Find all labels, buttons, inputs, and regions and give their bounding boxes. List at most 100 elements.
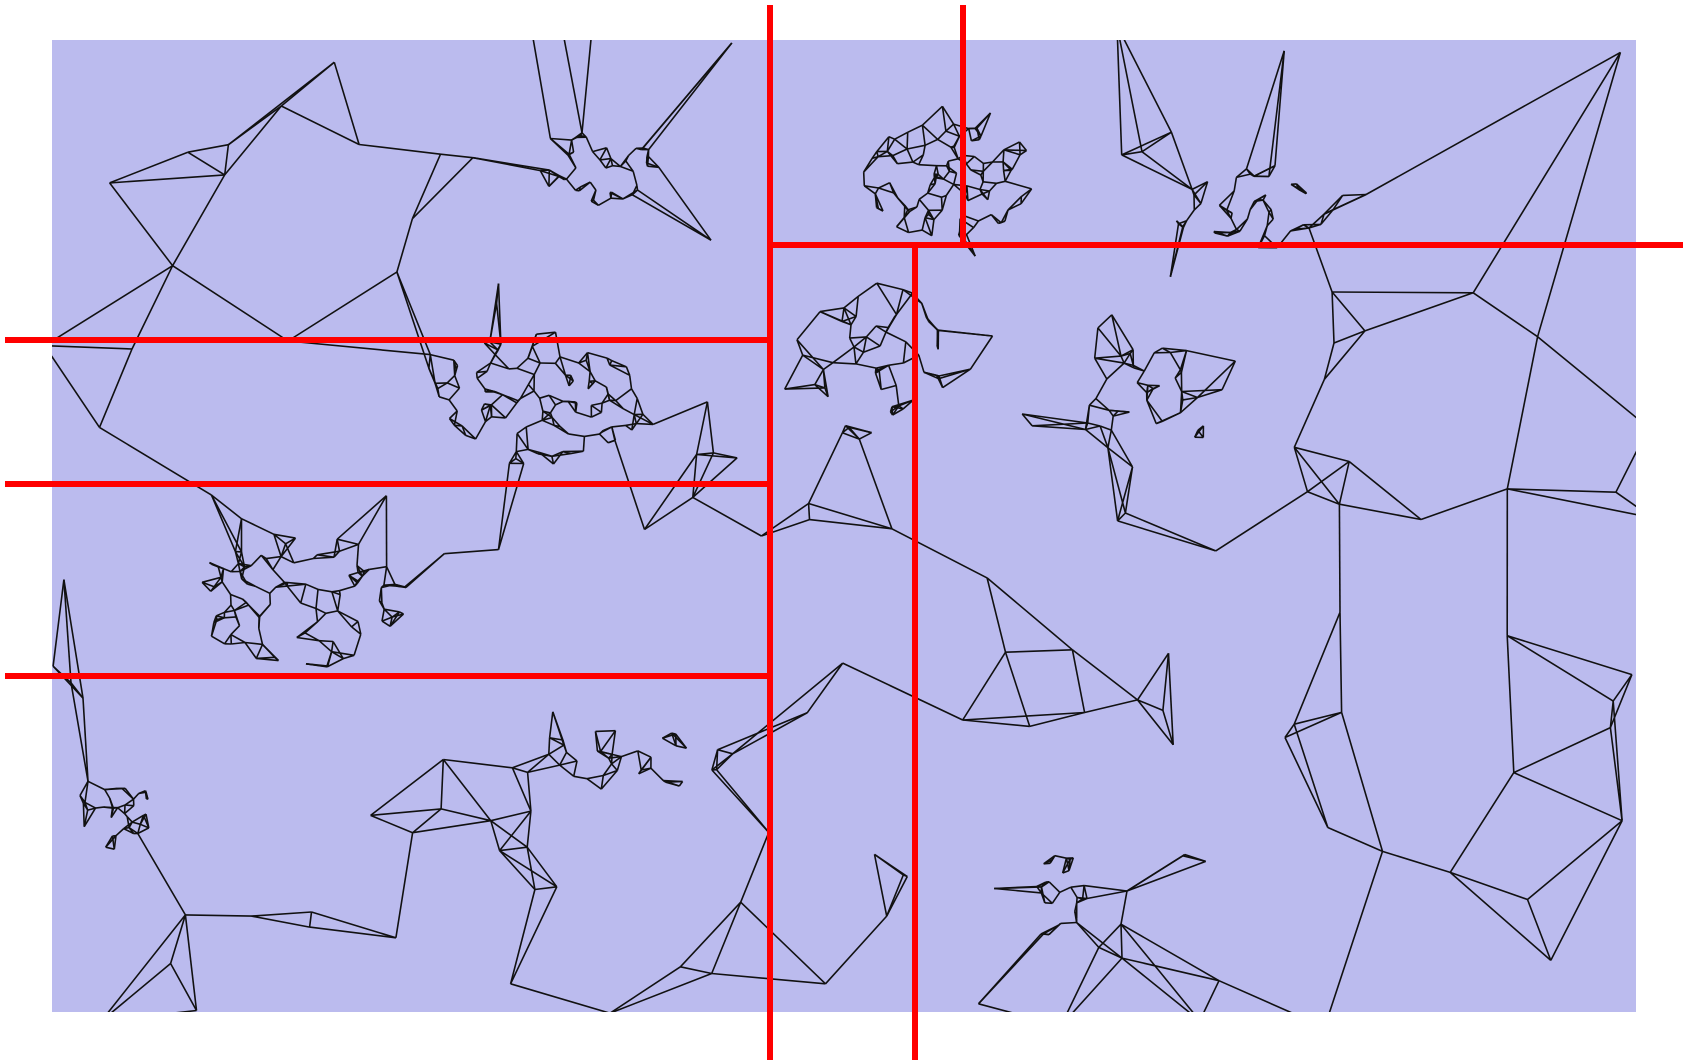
road-segment: [213, 617, 225, 624]
road-segment: [874, 853, 908, 878]
road-segment: [631, 414, 635, 431]
road-segment: [952, 173, 958, 185]
road-segment: [952, 123, 961, 137]
road-segment: [223, 567, 232, 573]
road-segment: [453, 424, 467, 436]
road-segment: [592, 199, 599, 206]
road-segment: [628, 375, 633, 389]
road-segment: [1120, 924, 1123, 959]
road-segment: [331, 651, 344, 660]
road-segment: [858, 438, 893, 530]
road-segment: [591, 402, 603, 407]
road-segment: [305, 663, 328, 668]
road-segment: [598, 433, 609, 444]
road-segment: [1180, 391, 1184, 401]
road-segment: [548, 744, 565, 755]
road-segment: [223, 604, 232, 613]
road-segment: [1132, 364, 1145, 372]
road-segment: [124, 805, 135, 815]
road-segment: [1054, 854, 1067, 859]
road-segment: [539, 170, 550, 187]
road-segment: [671, 732, 688, 749]
road-segment: [1011, 154, 1021, 170]
road-segment: [565, 374, 574, 382]
road-segment: [1420, 488, 1508, 521]
road-segment: [848, 426, 860, 440]
road-segment: [610, 158, 614, 166]
road-segment: [1003, 149, 1021, 156]
road-segment: [1284, 737, 1329, 828]
road-segment: [843, 307, 857, 318]
road-segment: [622, 407, 635, 416]
road-segment: [82, 803, 85, 827]
road-segment: [855, 296, 859, 317]
road-segment: [1021, 413, 1033, 427]
road-segment: [632, 171, 638, 186]
road-segment: [239, 564, 252, 573]
road-segment: [680, 966, 712, 975]
road-segment: [1328, 851, 1384, 1012]
road-segment: [606, 357, 611, 366]
road-segment: [610, 763, 618, 772]
road-segment: [807, 432, 844, 504]
road-segment: [1029, 711, 1085, 728]
road-segment: [616, 756, 623, 771]
road-segment: [359, 143, 441, 155]
road-segment: [802, 354, 834, 364]
road-segment: [484, 342, 499, 351]
road-segment: [383, 608, 393, 618]
road-segment: [123, 827, 135, 835]
road-segment: [658, 166, 712, 241]
road-segment: [647, 42, 733, 151]
road-segment: [962, 719, 1030, 728]
road-segment: [824, 915, 888, 985]
road-segment: [532, 40, 552, 139]
road-segment: [261, 643, 276, 658]
road-segment: [1170, 131, 1193, 190]
road-segment: [942, 368, 971, 389]
road-segment: [1076, 921, 1123, 959]
road-segment: [732, 662, 844, 755]
road-segment: [138, 791, 147, 795]
road-segment: [105, 846, 115, 850]
road-segment: [912, 161, 920, 166]
road-segment: [370, 808, 442, 817]
road-segment: [575, 411, 592, 418]
road-segment: [853, 336, 867, 348]
road-segment: [234, 551, 246, 568]
road-segment: [356, 565, 364, 577]
road-segment: [525, 419, 543, 428]
road-segment: [996, 180, 1006, 185]
road-segment: [512, 753, 550, 769]
road-segment: [476, 370, 488, 379]
road-segment: [531, 24, 562, 25]
road-segment: [887, 365, 897, 386]
road-segment: [351, 626, 362, 635]
road-segment: [309, 926, 396, 939]
road-segment: [1116, 466, 1134, 522]
road-segment: [953, 147, 959, 160]
road-segment: [806, 662, 844, 714]
road-segment: [286, 585, 302, 604]
road-segment: [70, 682, 89, 782]
road-segment: [994, 887, 1042, 894]
road-segment: [448, 399, 458, 412]
road-segment: [1120, 348, 1134, 357]
road-segment: [982, 161, 994, 172]
road-segment: [568, 139, 573, 155]
road-segment: [610, 966, 681, 1012]
road-segment: [1121, 131, 1172, 156]
road-segment: [885, 876, 909, 917]
road-segment: [622, 189, 638, 200]
road-segment: [1307, 490, 1340, 505]
road-segment: [1072, 957, 1123, 1012]
road-segment: [1182, 220, 1188, 228]
road-segment: [1266, 212, 1270, 226]
road-segment: [490, 820, 528, 848]
road-segment: [1174, 377, 1183, 392]
road-segment: [215, 611, 225, 617]
road-segment: [551, 452, 571, 458]
road-segment: [440, 759, 445, 809]
road-segment: [716, 753, 734, 771]
